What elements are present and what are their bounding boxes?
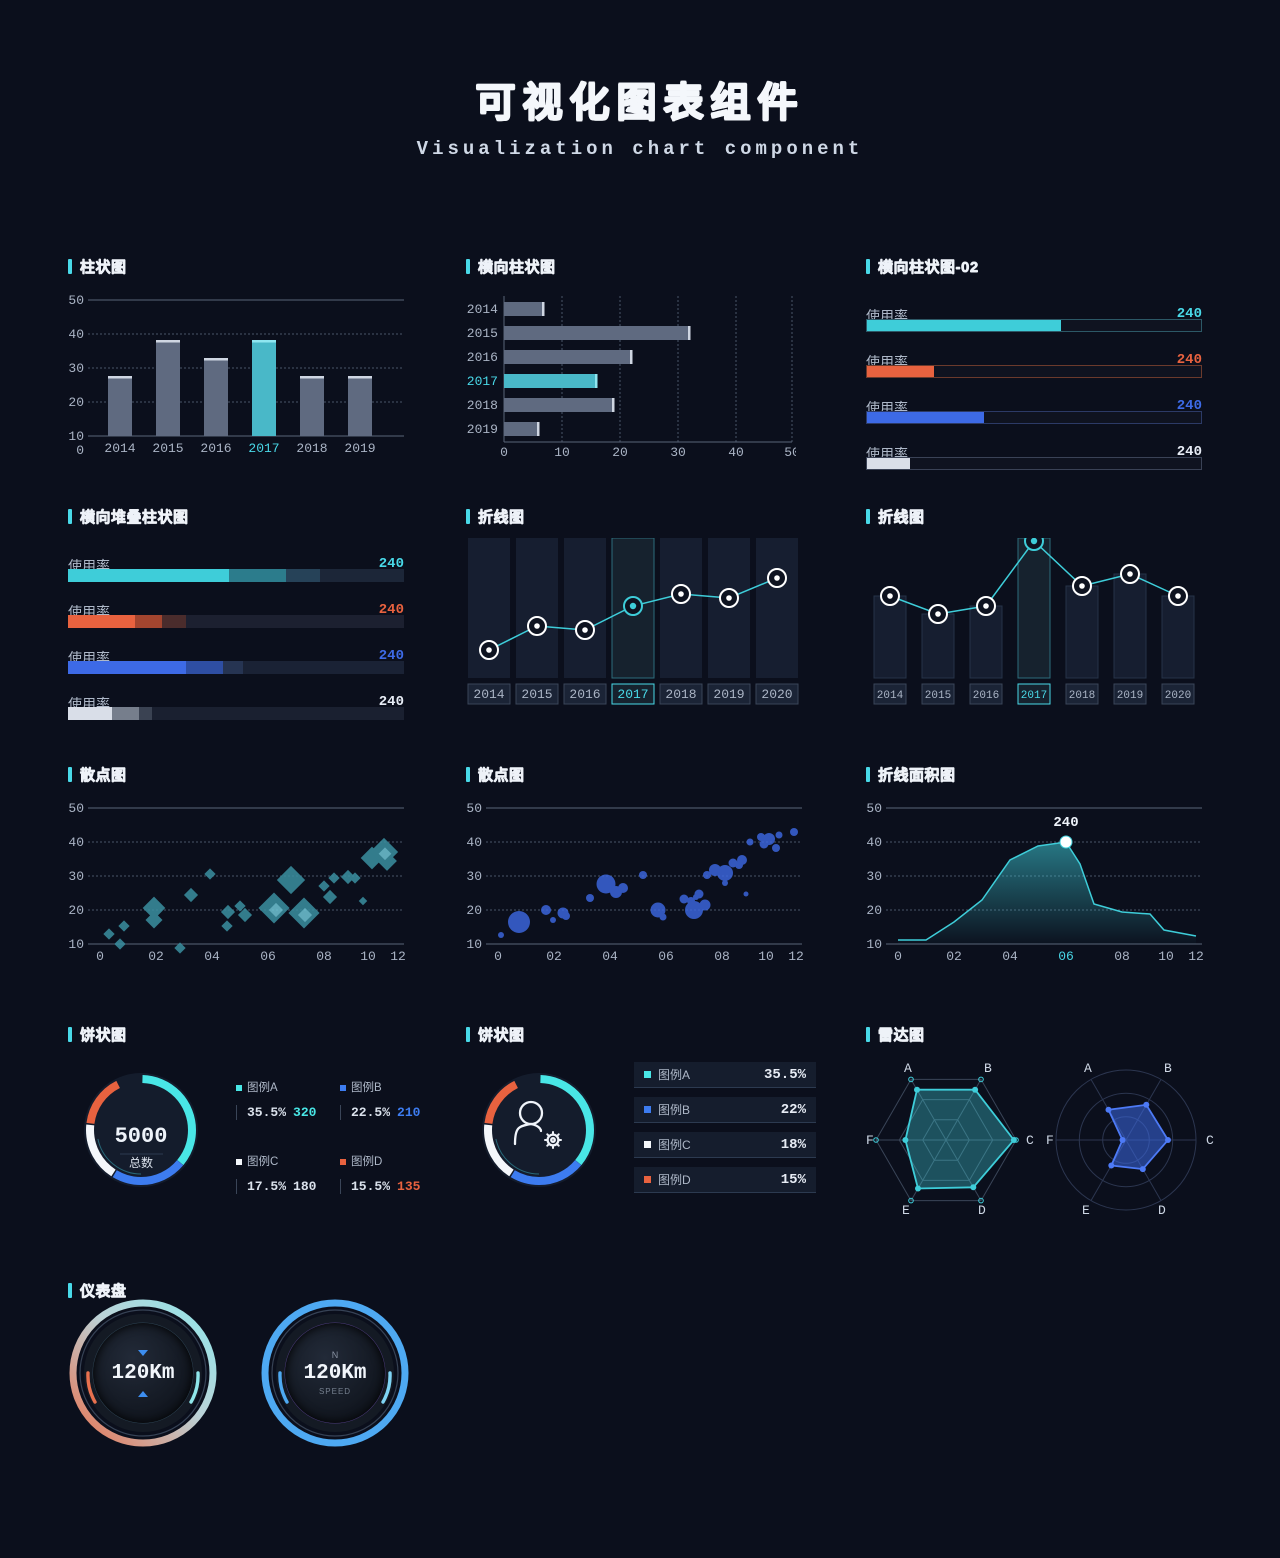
svg-text:2014: 2014	[473, 687, 504, 702]
svg-text:B: B	[984, 1061, 992, 1076]
svg-text:30: 30	[866, 869, 882, 884]
svg-text:04: 04	[204, 949, 220, 964]
svg-text:10: 10	[554, 445, 570, 460]
svg-text:0: 0	[76, 443, 84, 458]
svg-text:总数: 总数	[129, 1155, 153, 1170]
svg-text:0: 0	[494, 949, 502, 964]
svg-text:2014: 2014	[877, 690, 904, 702]
svg-text:40: 40	[866, 835, 882, 850]
svg-text:10: 10	[68, 429, 84, 444]
svg-text:50: 50	[466, 802, 482, 816]
svg-text:08: 08	[714, 949, 730, 964]
svg-text:2015: 2015	[521, 687, 552, 702]
svg-text:20: 20	[68, 903, 84, 918]
svg-text:A: A	[904, 1061, 912, 1076]
svg-text:0: 0	[500, 445, 508, 460]
svg-text:10: 10	[758, 949, 774, 964]
svg-text:50: 50	[68, 294, 84, 308]
svg-text:F: F	[1046, 1133, 1054, 1148]
svg-text:2016: 2016	[467, 350, 498, 365]
svg-text:20: 20	[68, 395, 84, 410]
svg-text:04: 04	[1002, 949, 1018, 964]
svg-text:20: 20	[466, 903, 482, 918]
svg-text:2015: 2015	[152, 441, 183, 456]
svg-text:0: 0	[96, 949, 104, 964]
svg-text:50: 50	[784, 445, 796, 460]
svg-text:06: 06	[1058, 949, 1074, 964]
svg-text:C: C	[1206, 1133, 1214, 1148]
svg-text:2017: 2017	[617, 687, 648, 702]
svg-text:30: 30	[68, 869, 84, 884]
svg-text:2018: 2018	[467, 398, 498, 413]
svg-text:C: C	[1026, 1133, 1034, 1148]
svg-text:10: 10	[866, 937, 882, 952]
svg-text:40: 40	[466, 835, 482, 850]
svg-text:2016: 2016	[200, 441, 231, 456]
svg-text:240: 240	[1053, 815, 1078, 831]
svg-text:40: 40	[68, 327, 84, 342]
svg-text:12: 12	[1188, 949, 1204, 964]
svg-text:2017: 2017	[248, 441, 279, 456]
svg-text:02: 02	[946, 949, 962, 964]
svg-text:10: 10	[360, 949, 376, 964]
svg-text:20: 20	[612, 445, 628, 460]
svg-text:08: 08	[1114, 949, 1130, 964]
svg-text:A: A	[1084, 1061, 1092, 1076]
svg-text:D: D	[1158, 1203, 1166, 1218]
svg-text:20: 20	[866, 903, 882, 918]
svg-text:50: 50	[68, 802, 84, 816]
svg-text:12: 12	[788, 949, 804, 964]
svg-text:2015: 2015	[467, 326, 498, 341]
svg-text:40: 40	[68, 835, 84, 850]
svg-text:06: 06	[260, 949, 276, 964]
svg-text:50: 50	[866, 802, 882, 816]
svg-text:F: F	[866, 1133, 874, 1148]
svg-text:5000: 5000	[115, 1124, 168, 1149]
svg-text:2017: 2017	[467, 374, 498, 389]
svg-text:12: 12	[390, 949, 406, 964]
svg-text:2014: 2014	[467, 302, 498, 317]
svg-text:2015: 2015	[925, 690, 951, 702]
svg-text:2016: 2016	[973, 690, 999, 702]
svg-text:30: 30	[466, 869, 482, 884]
svg-text:2018: 2018	[1069, 690, 1095, 702]
svg-text:40: 40	[728, 445, 744, 460]
svg-text:30: 30	[670, 445, 686, 460]
svg-text:E: E	[1082, 1203, 1090, 1218]
svg-text:2014: 2014	[104, 441, 135, 456]
svg-text:02: 02	[546, 949, 562, 964]
svg-text:2019: 2019	[467, 422, 498, 437]
svg-text:D: D	[978, 1203, 986, 1218]
svg-text:10: 10	[1158, 949, 1174, 964]
svg-text:10: 10	[68, 937, 84, 952]
svg-text:2020: 2020	[1165, 690, 1191, 702]
svg-text:2016: 2016	[569, 687, 600, 702]
svg-text:06: 06	[658, 949, 674, 964]
svg-text:2017: 2017	[1021, 690, 1047, 702]
svg-text:2018: 2018	[296, 441, 327, 456]
svg-text:E: E	[902, 1203, 910, 1218]
svg-text:B: B	[1164, 1061, 1172, 1076]
svg-text:2019: 2019	[344, 441, 375, 456]
svg-text:10: 10	[466, 937, 482, 952]
svg-text:2019: 2019	[1117, 690, 1143, 702]
svg-text:30: 30	[68, 361, 84, 376]
svg-text:2020: 2020	[761, 687, 792, 702]
svg-text:0: 0	[894, 949, 902, 964]
svg-text:08: 08	[316, 949, 332, 964]
svg-text:02: 02	[148, 949, 164, 964]
svg-text:2019: 2019	[713, 687, 744, 702]
svg-text:04: 04	[602, 949, 618, 964]
svg-text:2018: 2018	[665, 687, 696, 702]
